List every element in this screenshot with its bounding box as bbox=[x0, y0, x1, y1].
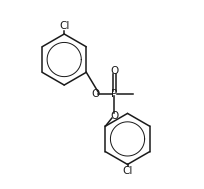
Text: O: O bbox=[110, 66, 118, 76]
Text: Cl: Cl bbox=[59, 21, 69, 31]
Text: Cl: Cl bbox=[122, 166, 133, 176]
Text: P: P bbox=[111, 89, 118, 98]
Text: O: O bbox=[92, 89, 100, 98]
Text: O: O bbox=[110, 111, 118, 121]
